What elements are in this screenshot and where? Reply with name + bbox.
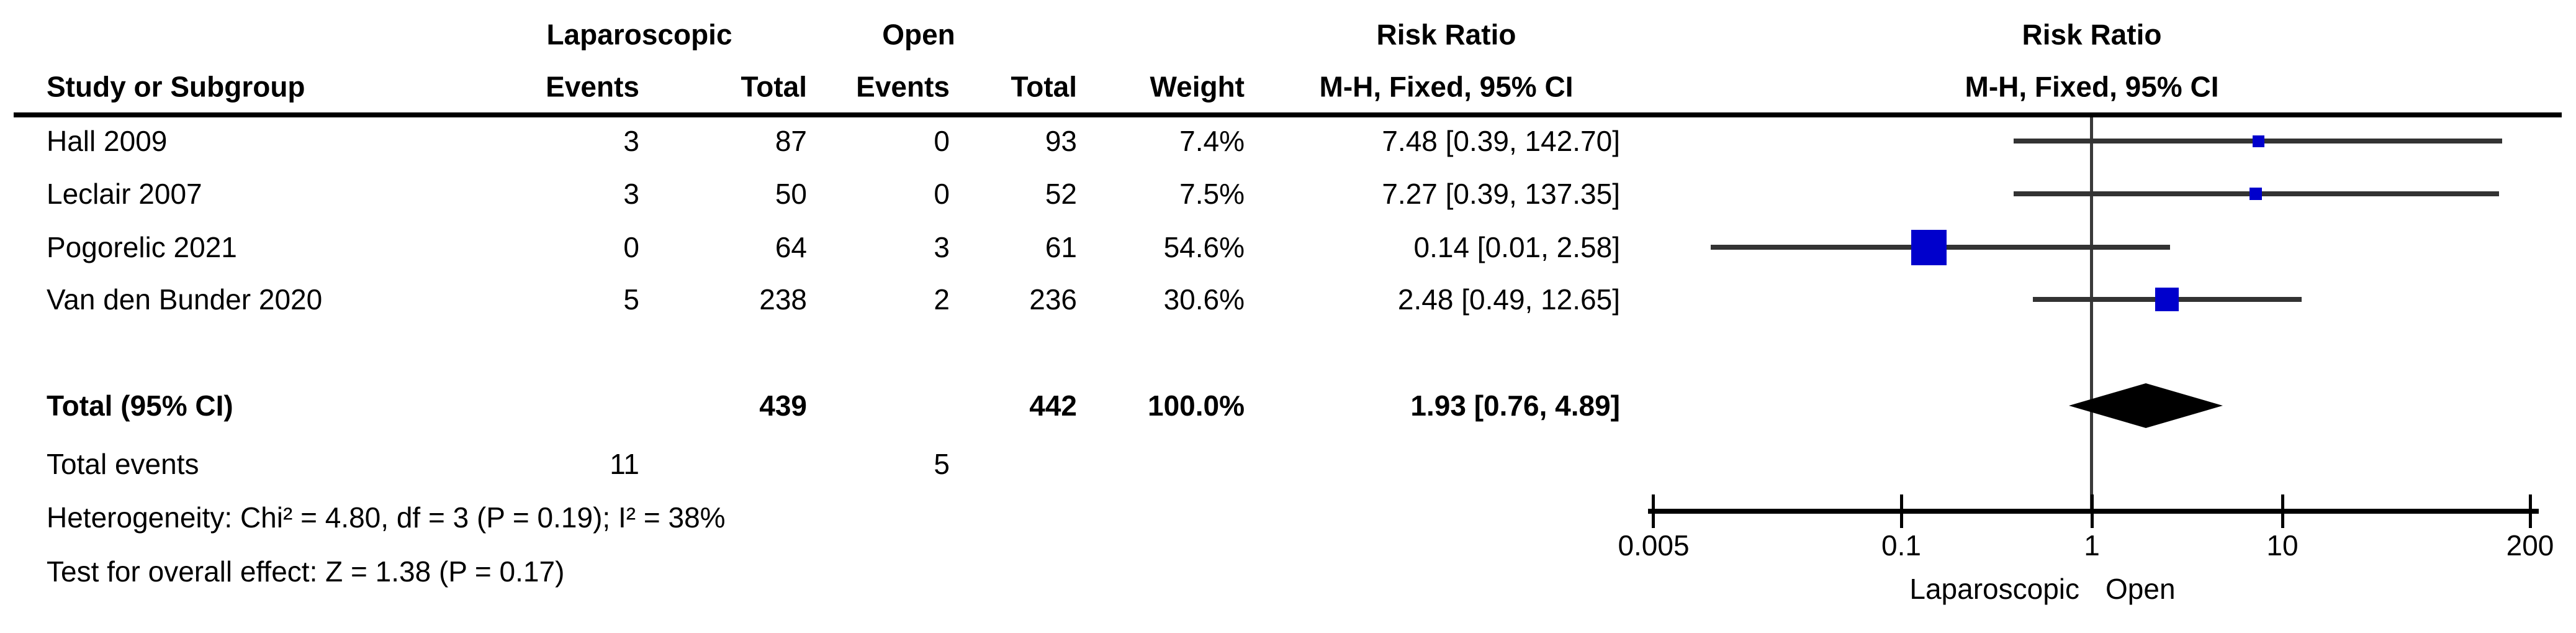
study-label: Pogorelic 2021: [47, 231, 237, 263]
total-experimental-cell: 50: [775, 178, 807, 210]
axis-tick: [2281, 494, 2284, 528]
total-row-label: Total (95% CI): [47, 389, 233, 422]
events-experimental-cell: 3: [623, 125, 639, 157]
axis-tick-label: 0.005: [1618, 529, 1690, 562]
events-experimental-cell: 5: [623, 283, 639, 316]
plot-header-rr-method: M-H, Fixed, 95% CI: [1965, 70, 2219, 103]
axis-tick-label: 0.1: [1881, 529, 1921, 562]
weight-cell: 7.4%: [1179, 125, 1245, 157]
total-events-experimental: 11: [610, 448, 639, 480]
col-header-events-control: Events: [856, 70, 950, 103]
events-control-cell: 2: [934, 283, 950, 316]
total-control-cell: 52: [1045, 178, 1077, 210]
events-control-cell: 0: [934, 178, 950, 210]
total-experimental-n: 439: [759, 389, 807, 422]
plot-risk-ratio-title: Risk Ratio: [2022, 18, 2162, 51]
events-experimental-cell: 0: [623, 231, 639, 263]
events-control-cell: 3: [934, 231, 950, 263]
weight-cell: 30.6%: [1163, 283, 1245, 316]
total-weight: 100.0%: [1147, 389, 1245, 422]
events-experimental-cell: 3: [623, 178, 639, 210]
events-control-cell: 0: [934, 125, 950, 157]
favours-left-label: Laparoscopic: [1909, 573, 2079, 605]
col-header-study: Study or Subgroup: [47, 70, 305, 103]
header-group-control: Open: [882, 18, 955, 51]
col-header-total-experimental: Total: [741, 70, 807, 103]
study-label: Van den Bunder 2020: [47, 283, 323, 316]
study-label: Hall 2009: [47, 125, 168, 157]
axis-tick: [1652, 494, 1655, 528]
total-experimental-cell: 87: [775, 125, 807, 157]
total-control-n: 442: [1029, 389, 1077, 422]
rr-ci-text-cell: 0.14 [0.01, 2.58]: [1413, 231, 1621, 263]
favours-right-label: Open: [2105, 573, 2176, 605]
col-header-events-experimental: Events: [546, 70, 639, 103]
rr-ci-text-cell: 2.48 [0.49, 12.65]: [1397, 283, 1620, 316]
weight-cell: 7.5%: [1179, 178, 1245, 210]
axis-tick-label: 10: [2266, 529, 2299, 562]
axis-tick: [1900, 494, 1903, 528]
total-experimental-cell: 238: [759, 283, 807, 316]
col-header-total-control: Total: [1011, 70, 1077, 103]
heterogeneity-note: Heterogeneity: Chi² = 4.80, df = 3 (P = …: [47, 501, 726, 534]
point-estimate-marker: [1911, 229, 1947, 265]
point-estimate-marker: [2249, 188, 2262, 200]
total-control-cell: 93: [1045, 125, 1077, 157]
study-label: Leclair 2007: [47, 178, 202, 210]
weight-cell: 54.6%: [1163, 231, 1245, 263]
axis-tick-label: 200: [2506, 529, 2554, 562]
axis-tick: [2529, 494, 2532, 528]
total-rr-ci-text: 1.93 [0.76, 4.89]: [1410, 389, 1620, 422]
header-group-experimental: Laparoscopic: [546, 18, 732, 51]
rr-ci-text-cell: 7.27 [0.39, 137.35]: [1382, 178, 1620, 210]
col-header-rr-method: M-H, Fixed, 95% CI: [1319, 70, 1574, 103]
header-underline: [14, 112, 2562, 117]
total-events-control: 5: [934, 448, 950, 480]
total-events-label: Total events: [47, 448, 199, 480]
point-estimate-marker: [2253, 135, 2264, 147]
axis-tick: [2091, 494, 2094, 528]
total-control-cell: 236: [1029, 283, 1077, 316]
axis-tick-label: 1: [2084, 529, 2100, 562]
total-control-cell: 61: [1045, 231, 1077, 263]
header-risk-ratio-title: Risk Ratio: [1376, 18, 1516, 51]
col-header-weight: Weight: [1150, 70, 1245, 103]
total-experimental-cell: 64: [775, 231, 807, 263]
rr-ci-text-cell: 7.48 [0.39, 142.70]: [1382, 125, 1620, 157]
reference-line: [2090, 117, 2093, 512]
overall-effect-note: Test for overall effect: Z = 1.38 (P = 0…: [47, 555, 565, 588]
point-estimate-marker: [2155, 288, 2179, 311]
